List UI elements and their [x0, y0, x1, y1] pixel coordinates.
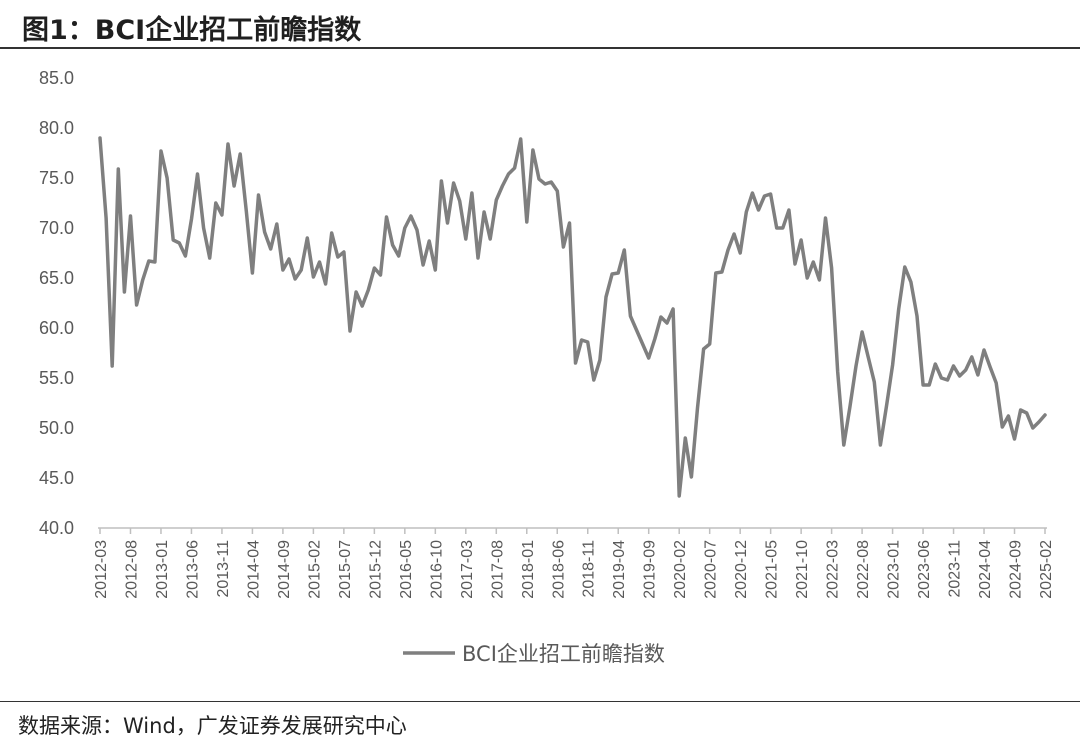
- x-tick-label: 2013-01: [154, 540, 171, 599]
- legend: BCI企业招工前瞻指数: [403, 642, 665, 666]
- x-tick-label: 2023-01: [886, 540, 903, 599]
- x-tick-label: 2020-12: [733, 540, 750, 599]
- y-tick-label: 50.0: [39, 418, 74, 438]
- x-tick-label: 2020-02: [672, 540, 689, 599]
- source-note: 数据来源：Wind，广发证券发展研究中心: [18, 714, 407, 738]
- x-tick-label: 2012-08: [123, 540, 140, 599]
- y-tick-label: 60.0: [39, 318, 74, 338]
- x-tick-label: 2015-12: [367, 540, 384, 599]
- y-axis: 40.0 45.0 50.0 55.0 60.0 65.0 70.0 75.0 80.0 85.0: [39, 68, 74, 538]
- source-rule: [0, 701, 1080, 702]
- x-tick-label: 2015-07: [337, 540, 354, 599]
- series-line-bci: [98, 136, 1047, 498]
- x-tick-label: 2022-08: [855, 540, 872, 599]
- x-tick-label: 2013-06: [184, 540, 201, 599]
- y-tick-label: 85.0: [39, 68, 74, 88]
- y-tick-label: 40.0: [39, 518, 74, 538]
- x-axis: 2012-03 2012-08 2013-01 2013-06 2013-11 2014-…: [93, 527, 1055, 599]
- x-tick-label: 2016-05: [398, 540, 415, 599]
- x-tick-label: 2016-10: [428, 540, 445, 599]
- x-tick-label: 2023-11: [947, 540, 964, 598]
- x-tick-label: 2023-06: [916, 540, 933, 599]
- x-tick-label: 2025-02: [1038, 540, 1055, 599]
- x-tick-label: 2024-04: [977, 540, 994, 599]
- figure-title: 图1：BCI企业招工前瞻指数: [22, 15, 362, 46]
- x-tick-label: 2013-11: [215, 540, 232, 598]
- line-chart: 40.0 45.0 50.0 55.0 60.0 65.0 70.0 75.0 80.0 85.0…: [39, 68, 1055, 666]
- x-tick-label: 2015-02: [306, 540, 323, 599]
- series-layer: [98, 136, 1047, 498]
- x-tick-label: 2018-06: [550, 540, 567, 599]
- x-tick-label: 2019-09: [642, 540, 659, 599]
- x-tick-label: 2017-03: [459, 540, 476, 599]
- x-tick-label: 2012-03: [93, 540, 110, 599]
- y-tick-label: 45.0: [39, 468, 74, 488]
- y-tick-label: 70.0: [39, 218, 74, 238]
- title-rule: [0, 47, 1080, 49]
- y-tick-label: 75.0: [39, 168, 74, 188]
- x-tick-label: 2021-05: [764, 540, 781, 599]
- x-tick-label: 2024-09: [1008, 540, 1025, 599]
- x-tick-label: 2018-11: [581, 540, 598, 598]
- x-tick-label: 2018-01: [520, 540, 537, 599]
- x-tick-label: 2021-10: [794, 540, 811, 599]
- x-tick-label: 2020-07: [703, 540, 720, 599]
- x-tick-label: 2019-04: [611, 540, 628, 599]
- y-tick-label: 80.0: [39, 118, 74, 138]
- legend-label: BCI企业招工前瞻指数: [462, 642, 665, 666]
- x-tick-label: 2022-03: [825, 540, 842, 599]
- x-tick-label: 2014-09: [276, 540, 293, 599]
- x-tick-label: 2017-08: [489, 540, 506, 599]
- x-tick-label: 2014-04: [245, 540, 262, 599]
- y-tick-label: 55.0: [39, 368, 74, 388]
- y-tick-label: 65.0: [39, 268, 74, 288]
